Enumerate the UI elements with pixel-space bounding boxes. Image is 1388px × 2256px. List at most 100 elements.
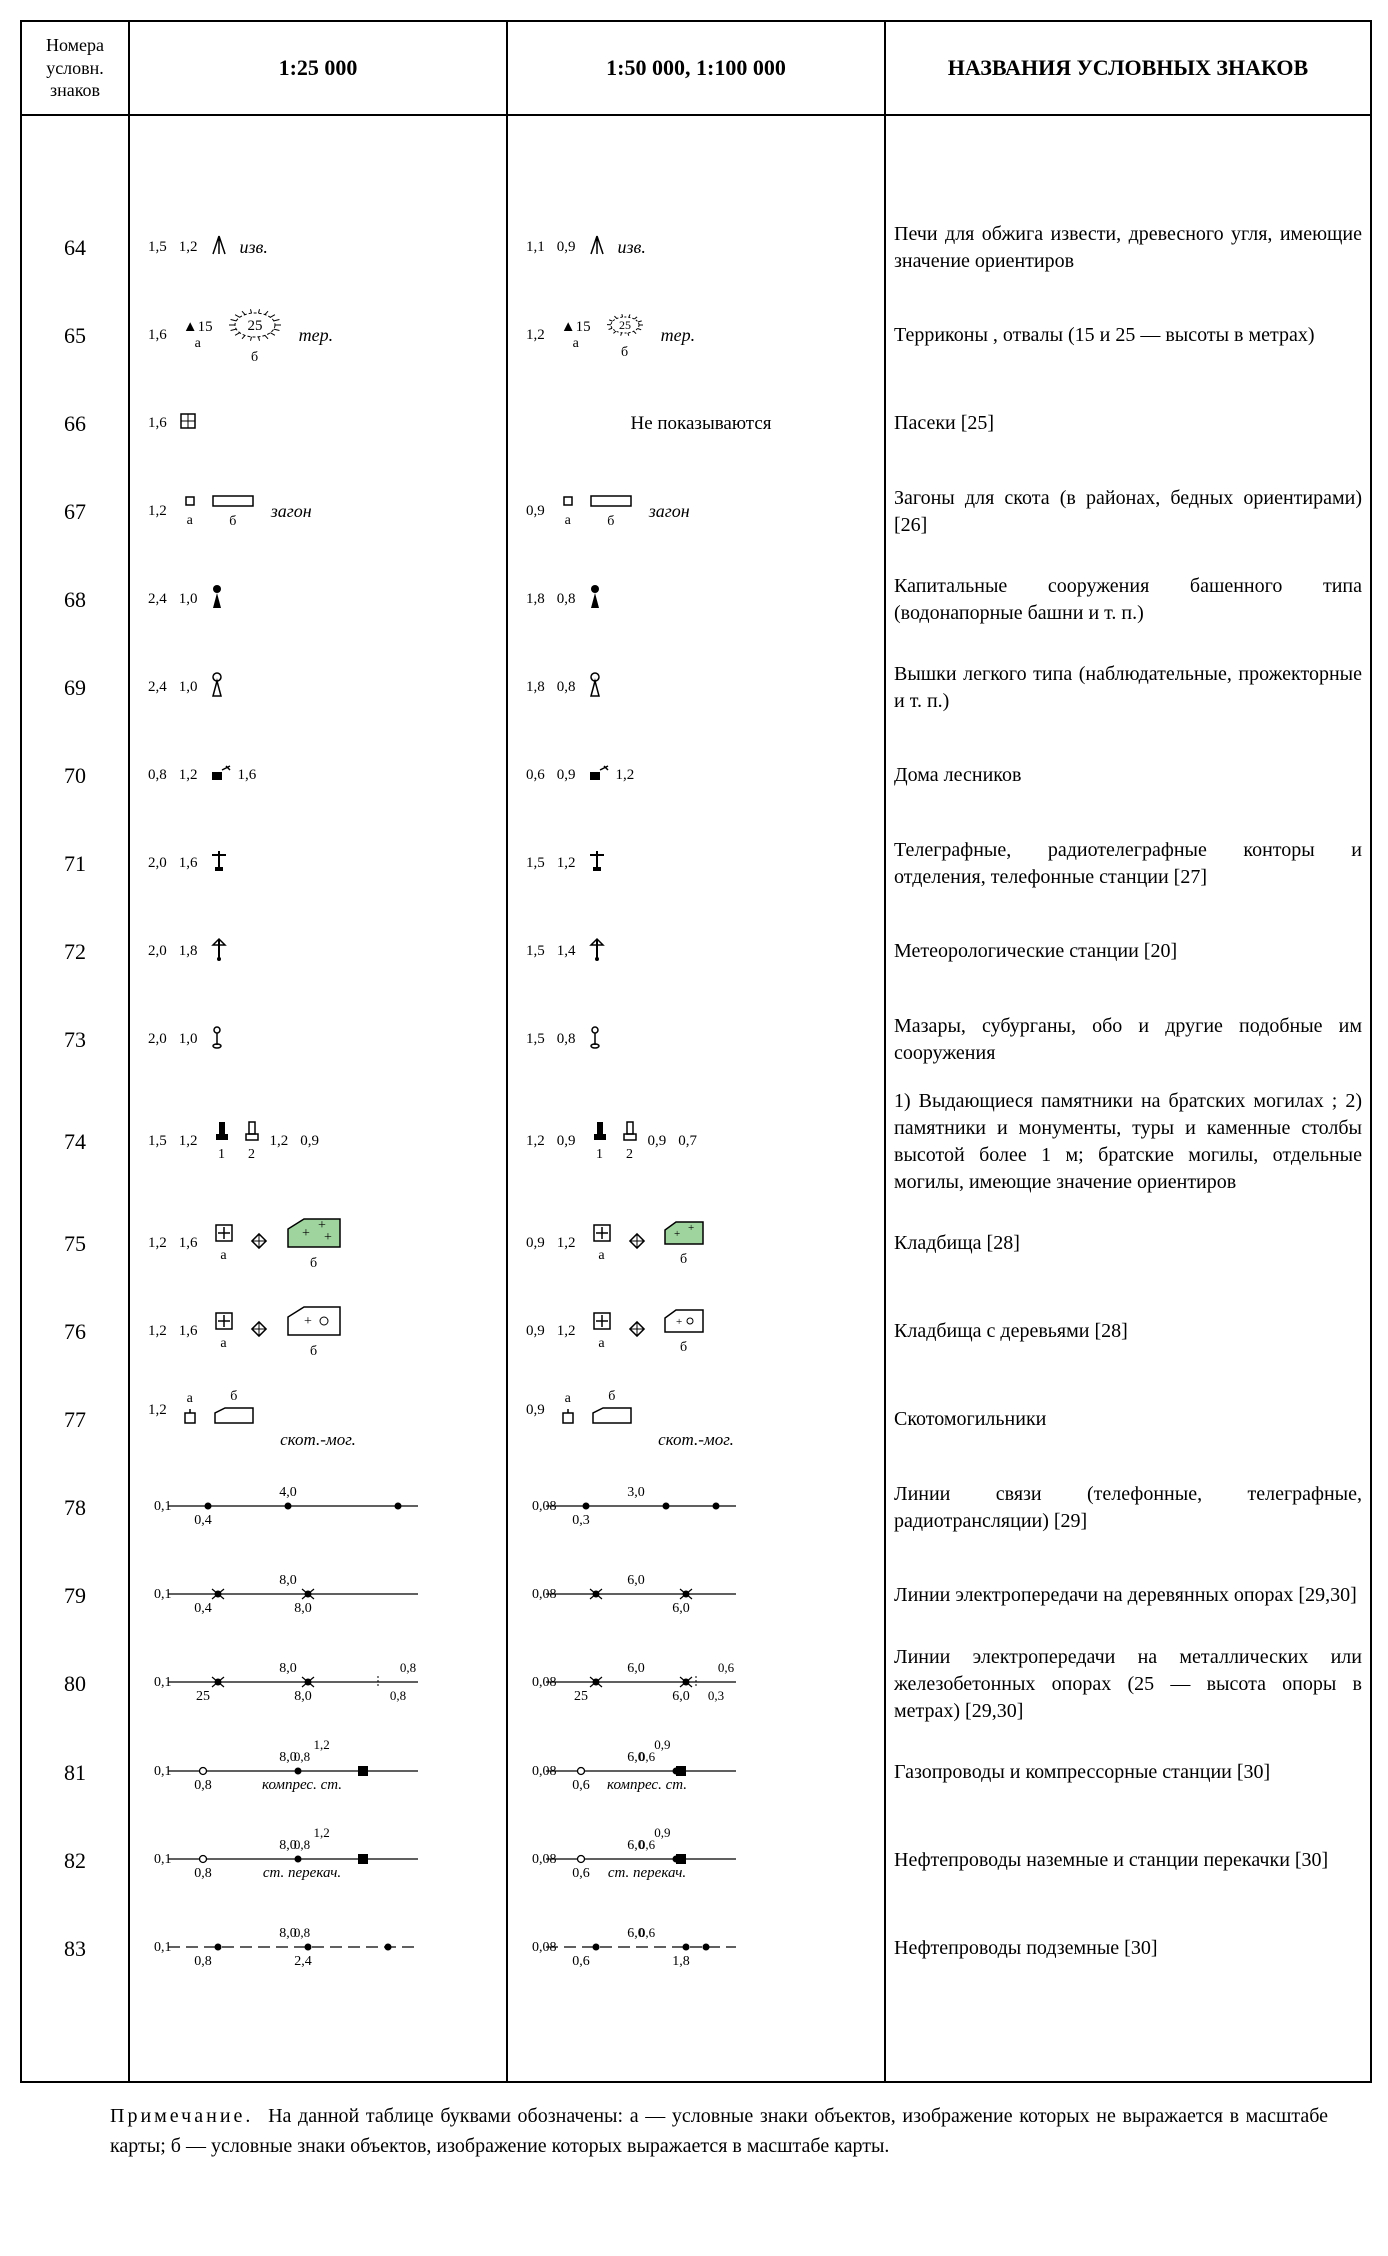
svg-text:0,6: 0,6 — [572, 1866, 590, 1881]
svg-text:0,6: 0,6 — [639, 1837, 656, 1852]
symbol-description: Терриконы , отвалы (15 и 25 — высоты в м… — [885, 292, 1370, 380]
svg-text:+: + — [302, 1226, 310, 1241]
row-number: 67 — [22, 468, 129, 556]
symbol-25k: 1,21,6а +б — [129, 1288, 507, 1376]
tripod-icon — [210, 234, 228, 261]
cem_cross-icon — [592, 1223, 612, 1248]
symbol-25k: 0,81,21,6 — [129, 732, 507, 820]
svg-text:0,6: 0,6 — [639, 1925, 656, 1940]
long_rect-icon — [589, 493, 633, 514]
svg-text:+: + — [304, 1314, 312, 1329]
svg-text:0,1: 0,1 — [154, 1675, 172, 1690]
svg-text:0,6: 0,6 — [572, 1954, 590, 1969]
symbol-25k: 1,2абскот.-мог. — [129, 1376, 507, 1464]
table-row: 75 1,21,6а +++б 0,91,2а ++б Кладбища [28… — [22, 1200, 1370, 1288]
svg-text:6,0: 6,0 — [672, 1689, 690, 1704]
symbol-25k: 2,01,8 — [129, 908, 507, 996]
table-row: 81 8,00,80,81,2компрес. ст.0,1 6,00,60,6… — [22, 1729, 1370, 1817]
svg-text:компрес. ст.: компрес. ст. — [607, 1777, 687, 1793]
symbol-description: Линии электропередачи на деревянных опор… — [885, 1552, 1370, 1640]
svg-text:0,9: 0,9 — [654, 1737, 670, 1752]
tower_solid-icon — [210, 584, 224, 615]
table-row: 68 2,41,0 1,80,8 Капитальные сооружения … — [22, 556, 1370, 644]
symbol-25k: 2,01,0 — [129, 996, 507, 1084]
row-number: 75 — [22, 1200, 129, 1288]
symbol-50k-100k: 1,51,4 — [507, 908, 885, 996]
symbol-50k-100k: 1,80,8 — [507, 556, 885, 644]
svg-text:8,0: 8,0 — [279, 1661, 297, 1676]
svg-text:+: + — [676, 1316, 682, 1328]
monument_open-icon — [244, 1120, 260, 1147]
symbol-50k-100k: 0,9абзагон — [507, 468, 885, 556]
table-row: 74 1,51,2121,20,9 1,20,9120,90,7 1) Выда… — [22, 1084, 1370, 1200]
header-col4: НАЗВАНИЯ УСЛОВНЫХ ЗНАКОВ — [885, 22, 1370, 115]
svg-text:25: 25 — [247, 318, 262, 334]
monument_open-icon — [622, 1120, 638, 1147]
table-row: 65 1,6▲15а 25бтер. 1,2▲15а 25бтер. Терри… — [22, 292, 1370, 380]
svg-text:8,0: 8,0 — [294, 1601, 312, 1616]
symbol-25k: 1,2абзагон — [129, 468, 507, 556]
svg-text:0,1: 0,1 — [154, 1587, 172, 1602]
long_rect-icon — [211, 493, 255, 514]
symbol-50k-100k: 1,20,9120,90,7 — [507, 1084, 885, 1200]
table-row: 77 1,2абскот.-мог. 0,9абскот.-мог. Ското… — [22, 1376, 1370, 1464]
skot_shape-icon — [211, 1405, 257, 1432]
svg-text:2,4: 2,4 — [294, 1954, 312, 1969]
row-number: 78 — [22, 1464, 129, 1552]
skot_sq-icon — [183, 1407, 197, 1430]
symbol-description: Телеграфные, радиотелеграфные конторы и … — [885, 820, 1370, 908]
cem_poly_small-icon: ++ — [662, 1219, 706, 1252]
svg-text:+: + — [674, 1228, 680, 1240]
table-row: 67 1,2абзагон 0,9абзагон Загоны для скот… — [22, 468, 1370, 556]
svg-text:0,08: 0,08 — [532, 1940, 557, 1955]
svg-text:25: 25 — [574, 1689, 588, 1704]
svg-text:0,4: 0,4 — [194, 1513, 212, 1528]
svg-text:0,08: 0,08 — [532, 1587, 557, 1602]
svg-text:0,3: 0,3 — [572, 1513, 590, 1528]
symbol-50k-100k: 6,00,60,60,9ст. перекач.0,08 — [507, 1817, 885, 1905]
table-row: 66 1,6 Не показываются Пасеки [25] — [22, 380, 1370, 468]
symbol-25k: 1,51,2изв. — [129, 204, 507, 292]
symbol-description: Печи для обжига извести, древесного угля… — [885, 204, 1370, 292]
footnote-lead: Примечание. — [110, 2105, 253, 2127]
cem_cross-icon — [214, 1223, 234, 1248]
header-col2: 1:25 000 — [129, 22, 507, 115]
row-number: 77 — [22, 1376, 129, 1464]
row-number: 76 — [22, 1288, 129, 1376]
table-row: 73 2,01,0 1,50,8 Мазары, субурганы, обо … — [22, 996, 1370, 1084]
symbol-50k-100k: 0,91,2а +б — [507, 1288, 885, 1376]
symbol-50k-100k: 6,00,61,80,60,08 — [507, 1905, 885, 1993]
row-number: 64 — [22, 204, 129, 292]
svg-text:6,0: 6,0 — [672, 1601, 690, 1616]
symbol-50k-100k: 0,91,2а ++б — [507, 1200, 885, 1288]
symbol-25k: 1,51,2121,20,9 — [129, 1084, 507, 1200]
beehive-icon — [179, 412, 197, 435]
symbol-50k-100k: 6,00,60,60,9компрес. ст.0,08 — [507, 1729, 885, 1817]
svg-text:1,8: 1,8 — [672, 1954, 690, 1969]
tower_open-icon — [588, 672, 602, 703]
svg-text:0,4: 0,4 — [194, 1601, 212, 1616]
row-number: 69 — [22, 644, 129, 732]
page-frame: Номера условн. знаков 1:25 000 1:50 000,… — [20, 20, 1372, 2083]
svg-text:+: + — [324, 1230, 332, 1245]
symbol-description: Нефтепроводы подземные [30] — [885, 1905, 1370, 1993]
svg-text:25: 25 — [196, 1689, 210, 1704]
meteo-icon — [210, 937, 228, 966]
symbol-50k-100k: Не показываются — [507, 380, 885, 468]
table-row: 83 8,00,82,40,80,1 6,00,61,80,60,08 Нефт… — [22, 1905, 1370, 1993]
svg-text:25: 25 — [619, 318, 631, 332]
forester-icon — [588, 764, 610, 787]
cem_diamond-icon — [248, 1318, 270, 1345]
table-row: 80 8,0258,00,80,80,1 6,0256,00,30,60,08 … — [22, 1640, 1370, 1729]
sun25_small-icon: 25 — [605, 310, 645, 345]
svg-text:8,0: 8,0 — [294, 1689, 312, 1704]
svg-text:0,3: 0,3 — [708, 1688, 724, 1703]
row-number: 82 — [22, 1817, 129, 1905]
row-number: 65 — [22, 292, 129, 380]
tripod-icon — [588, 234, 606, 261]
table-row: 78 4,00,40,1 3,00,30,08 Линии связи (тел… — [22, 1464, 1370, 1552]
symbol-description: Скотомогильники — [885, 1376, 1370, 1464]
symbol-description: Вышки легкого типа (наблюдательные, прож… — [885, 644, 1370, 732]
svg-text:0,8: 0,8 — [294, 1925, 310, 1940]
row-number: 68 — [22, 556, 129, 644]
